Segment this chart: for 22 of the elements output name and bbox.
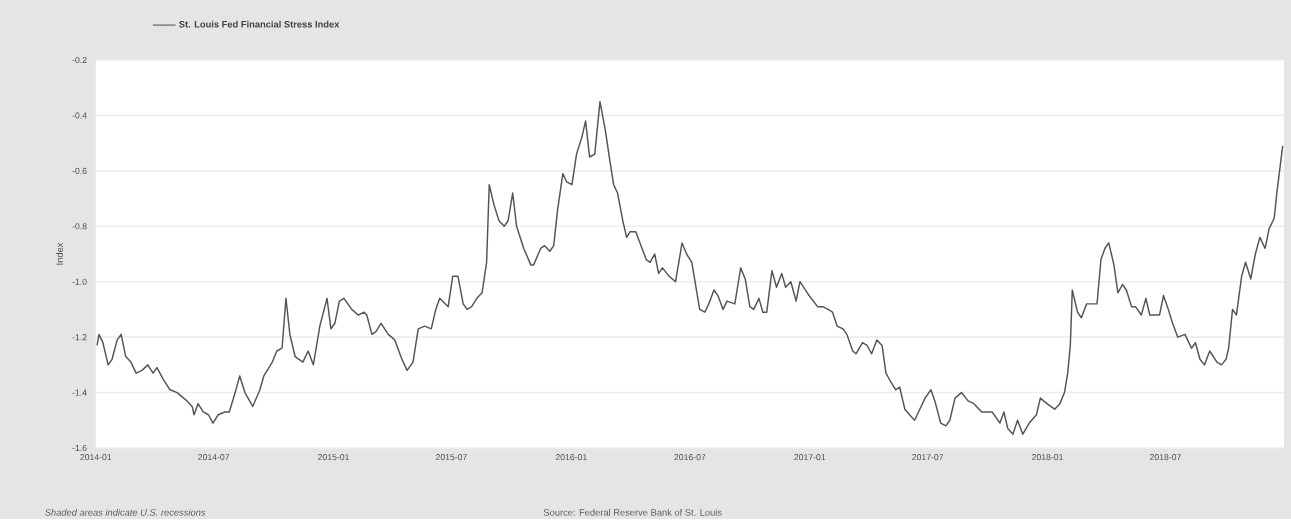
x-tick-label: 2018-07 [1149, 453, 1181, 461]
y-tick-label: -1.4 [72, 389, 87, 396]
x-tick-label: 2017-07 [912, 453, 944, 461]
text: Shaded areas indicate U.S. recessions [44, 508, 206, 516]
y-tick-label: -1.6 [72, 444, 87, 451]
y-tick-label: -1.2 [72, 334, 87, 341]
x-tick-label: 2015-07 [435, 453, 467, 461]
x-tick-label: 2016-01 [555, 453, 587, 461]
x-tick-label: 2014-01 [80, 453, 112, 461]
y-tick-label: -0.8 [72, 223, 87, 230]
x-tick-label: 2016-07 [674, 453, 706, 461]
y-tick-label: -0.2 [72, 56, 87, 63]
legend-label: St. Louis Fed Financial Stress Index [179, 20, 340, 28]
x-tick-label: 2018-01 [1032, 453, 1063, 461]
source-note: Source: Federal Reserve Bank of St. Louis [543, 508, 722, 516]
x-tick-label: 2015-01 [318, 453, 349, 461]
y-axis-title: Index [56, 242, 63, 265]
y-tick-label: -0.6 [72, 167, 87, 174]
x-tick-label: 2017-01 [794, 453, 826, 461]
x-tick-label: 2014-07 [198, 453, 230, 461]
y-tick-label: -1.0 [72, 278, 87, 285]
y-tick-label: -0.4 [72, 112, 87, 119]
